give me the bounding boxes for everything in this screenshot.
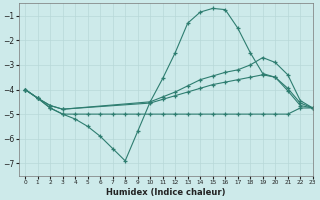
X-axis label: Humidex (Indice chaleur): Humidex (Indice chaleur)	[106, 188, 226, 197]
